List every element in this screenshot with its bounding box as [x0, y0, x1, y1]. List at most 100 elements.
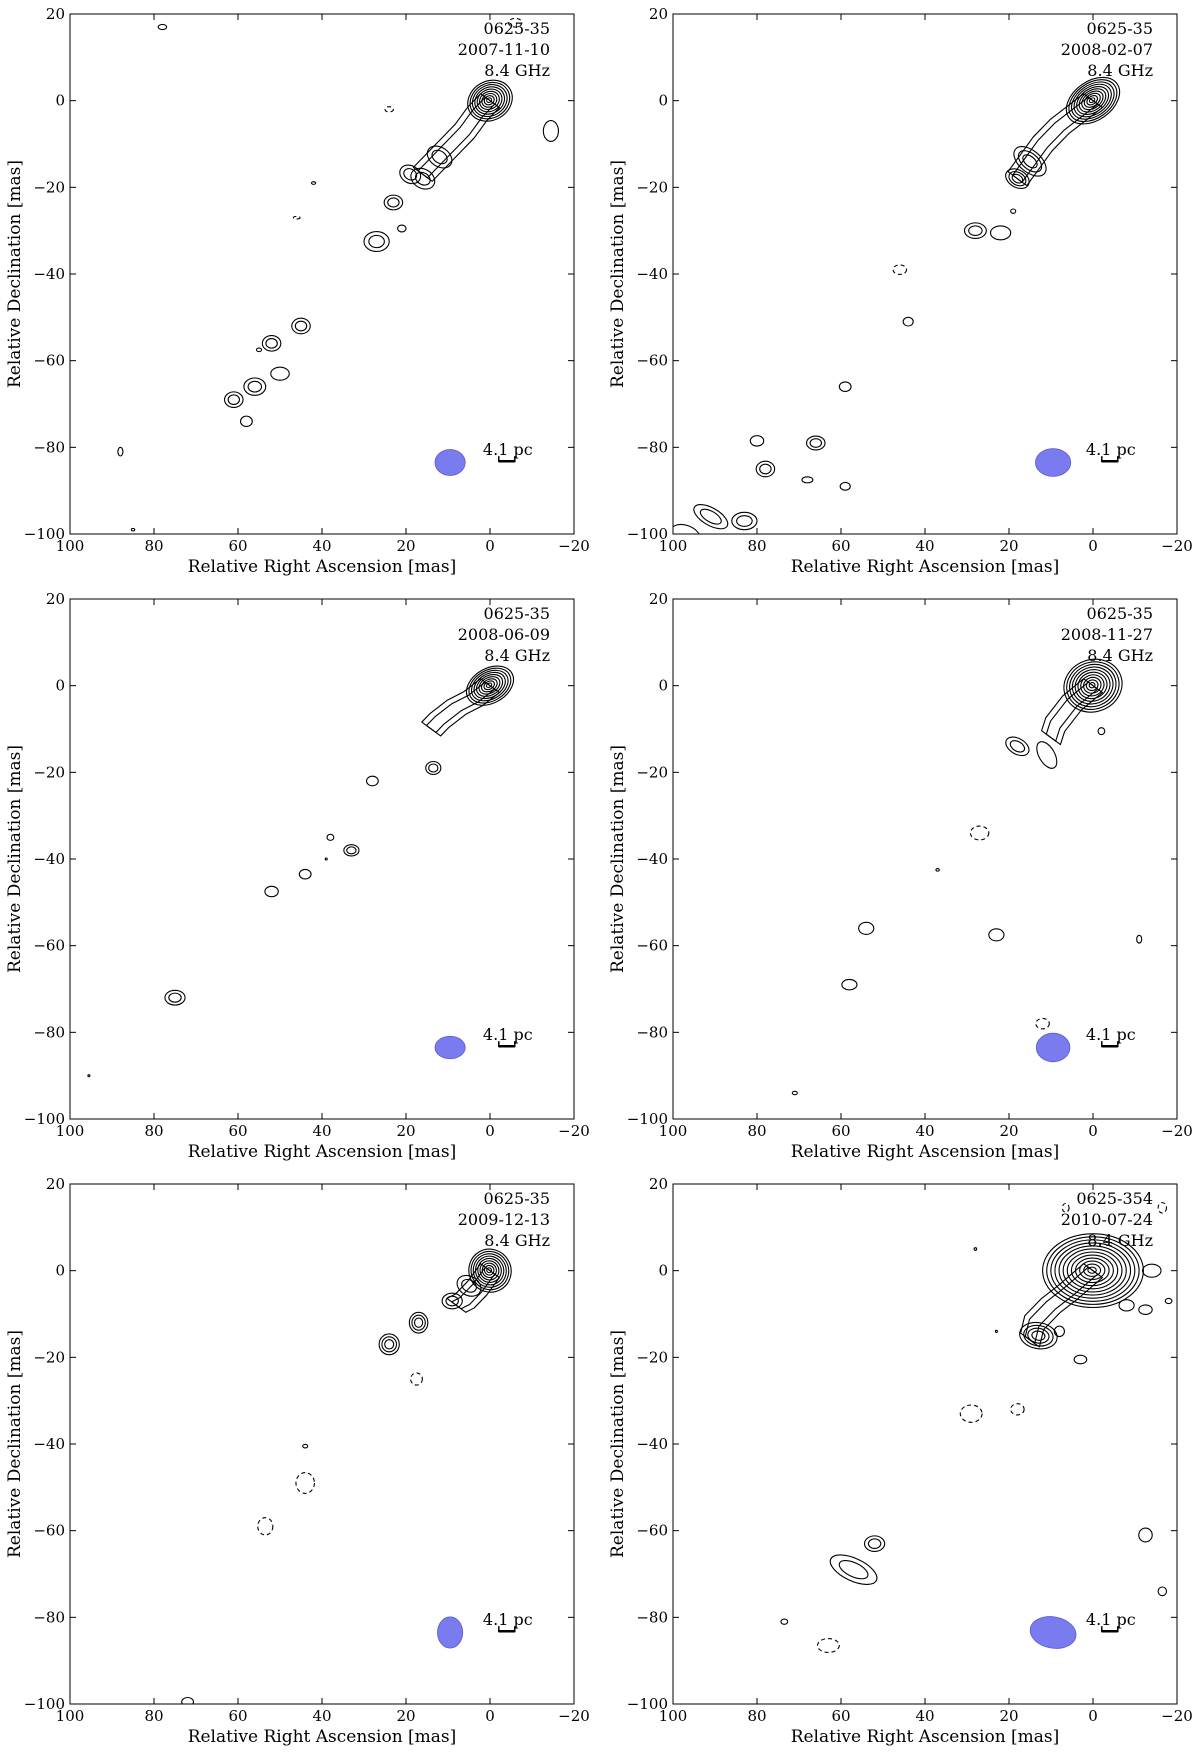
component-contour [841, 978, 858, 991]
component-contour [1118, 1299, 1135, 1312]
x-tick-label: 80 [144, 1122, 163, 1140]
y-tick-label: 20 [649, 590, 668, 608]
contour-group [87, 665, 515, 1078]
component-contour [302, 1443, 309, 1449]
component-contour [310, 181, 317, 185]
core-contour-4 [475, 1255, 505, 1286]
date-label: 2008-11-27 [1061, 625, 1153, 644]
component-contour [988, 928, 1005, 942]
core-contour-7 [1066, 1251, 1119, 1290]
core-contour-2 [469, 81, 511, 120]
core-contour-1 [1042, 1233, 1144, 1309]
y-tick-label: 20 [649, 5, 668, 23]
component-contour [441, 1292, 463, 1310]
component-contour [408, 1311, 429, 1334]
core-contour-3 [1069, 663, 1117, 708]
component-contour [387, 197, 400, 208]
map-panel-1: 100 80 60 40 20 0 −20 −100 −80 −60 −40 −20 0 20 Relati… [5, 5, 590, 577]
x-tick-label: 60 [228, 537, 247, 555]
y-tick-label: 0 [658, 1262, 668, 1280]
x-axis-title: Relative Right Ascension [mas] [791, 557, 1060, 577]
y-tick-label: −100 [24, 525, 65, 543]
core-contour-8 [483, 680, 495, 691]
y-tick-label: −60 [636, 352, 668, 370]
beam-ellipse [437, 1616, 464, 1649]
y-axis-title: Relative Declination [mas] [5, 745, 25, 973]
x-tick-label: 20 [999, 537, 1018, 555]
core-contour-6 [1077, 671, 1108, 700]
core-contour-10 [1079, 1260, 1106, 1281]
component-contour [749, 435, 765, 447]
component-contour [1008, 171, 1027, 187]
y-axis-title: Relative Declination [mas] [608, 1330, 628, 1558]
core-contour-12 [1087, 1266, 1097, 1274]
component-contour [1164, 1297, 1173, 1305]
component-contour [326, 833, 335, 841]
core-contour-8 [1083, 676, 1102, 694]
contour-group [181, 1248, 512, 1704]
component-contour [780, 1618, 789, 1625]
component-contour [397, 224, 407, 233]
y-tick-label: 20 [46, 5, 65, 23]
component-contour [294, 320, 308, 332]
y-tick-label: 0 [658, 92, 668, 110]
x-tick-label: 60 [831, 1707, 850, 1725]
core-contour-9 [1074, 1257, 1110, 1284]
contour-group [673, 76, 1121, 534]
core-contour-11 [1083, 1263, 1102, 1277]
y-tick-label: 0 [55, 677, 65, 695]
component-contour [324, 857, 328, 861]
x-tick-label: 100 [56, 537, 85, 555]
y-tick-label: −100 [24, 1110, 65, 1128]
component-contour [1011, 173, 1024, 184]
component-contour [989, 225, 1012, 241]
component-contour [261, 334, 282, 352]
source-label: 0625-35 [484, 19, 550, 38]
core-contour-9 [485, 682, 493, 688]
component-contour [363, 230, 390, 253]
x-tick-label: 100 [659, 1122, 688, 1140]
component-contour [759, 463, 772, 475]
component-contour [1005, 168, 1030, 190]
component-contour [343, 844, 360, 857]
core-contour-4 [474, 86, 506, 115]
core-contour-5 [477, 1257, 502, 1283]
scale-bar-label: 4.1 pc [1086, 440, 1136, 459]
beam-ellipse [1035, 448, 1072, 477]
jet-contour-inner [1012, 96, 1099, 183]
date-label: 2008-06-09 [458, 625, 550, 644]
date-label: 2010-07-24 [1061, 1210, 1153, 1229]
negative-contour [410, 1372, 423, 1386]
frequency-label: 8.4 GHz [484, 1231, 550, 1250]
component-contour [239, 415, 253, 428]
component-contour [1036, 741, 1058, 769]
map-panel-2: 100 80 60 40 20 0 −20 −100 −80 −60 −40 −20 0 20 Relati… [608, 5, 1193, 577]
negative-contour [816, 1638, 840, 1653]
component-contour [456, 1274, 482, 1297]
component-contour [839, 481, 851, 491]
date-label: 2009-12-13 [458, 1210, 550, 1229]
y-tick-label: −20 [33, 178, 65, 196]
negative-contour [507, 17, 523, 28]
x-tick-label: 60 [831, 1122, 850, 1140]
x-tick-label: 100 [56, 1122, 85, 1140]
component-contour [1005, 736, 1030, 757]
map-panel-5: 100 80 60 40 20 0 −20 −100 −80 −60 −40 −20 0 20 Relati… [5, 1175, 590, 1747]
jet-contour [1007, 93, 1103, 187]
component-contour [1031, 1330, 1046, 1341]
core-contour-6 [478, 676, 501, 695]
frequency-label: 8.4 GHz [484, 61, 550, 80]
core-contour-10 [1088, 97, 1096, 104]
date-label: 2007-11-10 [458, 40, 550, 59]
y-tick-label: −40 [33, 1435, 65, 1453]
component-contour [963, 222, 987, 240]
component-contour [403, 168, 418, 181]
source-label: 0625-35 [1087, 604, 1153, 623]
component-contour [1157, 1586, 1168, 1597]
component-contour [858, 921, 875, 935]
y-tick-label: −40 [636, 850, 668, 868]
x-tick-label: −20 [558, 1122, 590, 1140]
x-tick-label: 0 [485, 1707, 495, 1725]
x-tick-label: 40 [915, 537, 934, 555]
jet-contour [1020, 1263, 1103, 1348]
